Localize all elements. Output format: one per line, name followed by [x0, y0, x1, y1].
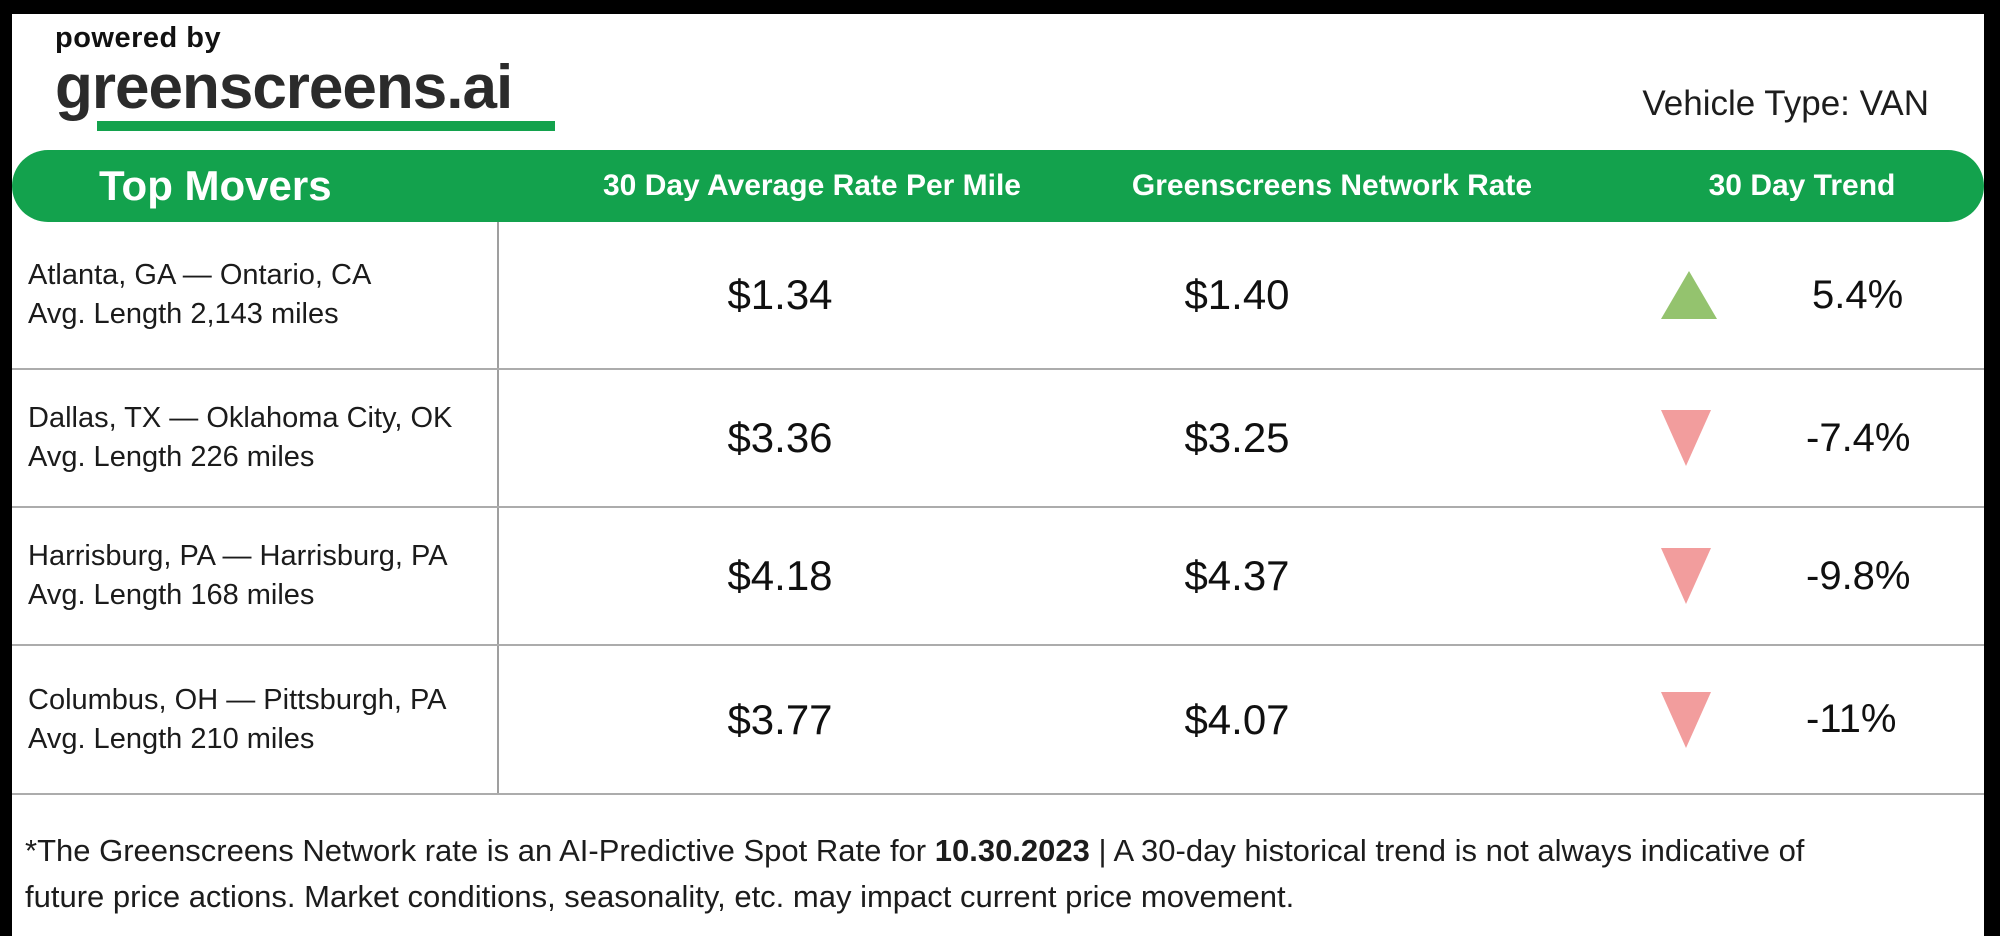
trend-cell: 5.4%: [1411, 222, 1984, 368]
lane-name: Harrisburg, PA — Harrisburg, PA: [28, 540, 448, 572]
trend-cell: -7.4%: [1411, 370, 1984, 506]
avg-rate-value: $4.18: [727, 552, 833, 599]
network-rate-value: $4.37: [1184, 552, 1290, 599]
vehicle-type-label: Vehicle Type: VAN: [1642, 84, 1929, 123]
trend-down-icon: [1661, 410, 1711, 466]
trend-cell: -9.8%: [1411, 508, 1984, 644]
footnote: *The Greenscreens Network rate is an AI-…: [25, 828, 1945, 920]
lane-name: Atlanta, GA — Ontario, CA: [28, 259, 372, 291]
column-divider-line: [497, 222, 499, 795]
column-header-trend: 30 Day Trend: [1708, 169, 1896, 202]
lane-avg-length: Avg. Length 226 miles: [28, 441, 315, 473]
powered-by-text: powered by: [55, 22, 222, 54]
avg-rate-value: $3.36: [727, 414, 833, 461]
footnote-suffix: | A 30-day historical trend is not alway…: [1089, 833, 1805, 868]
lane-avg-length: Avg. Length 210 miles: [28, 722, 315, 755]
trend-up-icon: [1661, 271, 1717, 319]
table-row: Harrisburg, PA — Harrisburg, PA Avg. Len…: [12, 508, 1984, 646]
lane-avg-length: Avg. Length 2,143 miles: [28, 298, 339, 330]
trend-down-icon: [1661, 548, 1711, 604]
brand-logo: powered by greenscreens.ai: [55, 22, 555, 132]
avg-rate-value: $3.77: [727, 695, 833, 743]
column-header-avg-rate: 30 Day Average Rate Per Mile: [603, 169, 1021, 202]
table-row: Atlanta, GA — Ontario, CA Avg. Length 2,…: [12, 222, 1984, 370]
lane-cell: Atlanta, GA — Ontario, CA Avg. Length 2,…: [12, 222, 497, 368]
footnote-line2: future price actions. Market conditions,…: [25, 879, 1295, 914]
trend-value: -7.4%: [1806, 415, 1911, 460]
table-title: Top Movers: [99, 162, 332, 209]
network-rate-value: $3.25: [1184, 414, 1290, 461]
column-header-network-rate: Greenscreens Network Rate: [1131, 169, 1533, 202]
brand-name-text: greenscreens.ai: [55, 53, 513, 122]
table-body: Atlanta, GA — Ontario, CA Avg. Length 2,…: [12, 222, 1984, 795]
lane-cell: Columbus, OH — Pittsburgh, PA Avg. Lengt…: [12, 646, 497, 793]
trend-value: -11%: [1806, 697, 1897, 741]
lane-avg-length: Avg. Length 168 miles: [28, 579, 315, 611]
lane-name: Dallas, TX — Oklahoma City, OK: [28, 402, 453, 434]
table-header-bar: Top Movers 30 Day Average Rate Per Mile …: [12, 150, 1984, 222]
avg-rate-value: $1.34: [727, 271, 833, 318]
lane-cell: Dallas, TX — Oklahoma City, OK Avg. Leng…: [12, 370, 497, 506]
footnote-date: 10.30.2023: [934, 833, 1090, 868]
trend-value: -9.8%: [1806, 553, 1911, 598]
table-row: Dallas, TX — Oklahoma City, OK Avg. Leng…: [12, 370, 1984, 508]
table-row: Columbus, OH — Pittsburgh, PA Avg. Lengt…: [12, 646, 1984, 795]
network-rate-value: $4.07: [1184, 695, 1290, 743]
lane-name: Columbus, OH — Pittsburgh, PA: [28, 683, 447, 716]
network-rate-value: $1.40: [1184, 271, 1290, 318]
brand-underline: [97, 121, 555, 132]
lane-cell: Harrisburg, PA — Harrisburg, PA Avg. Len…: [12, 508, 497, 644]
trend-value: 5.4%: [1812, 272, 1904, 317]
trend-cell: -11%: [1411, 646, 1984, 793]
trend-down-icon: [1661, 691, 1711, 748]
footnote-prefix: *The Greenscreens Network rate is an AI-…: [25, 833, 935, 868]
